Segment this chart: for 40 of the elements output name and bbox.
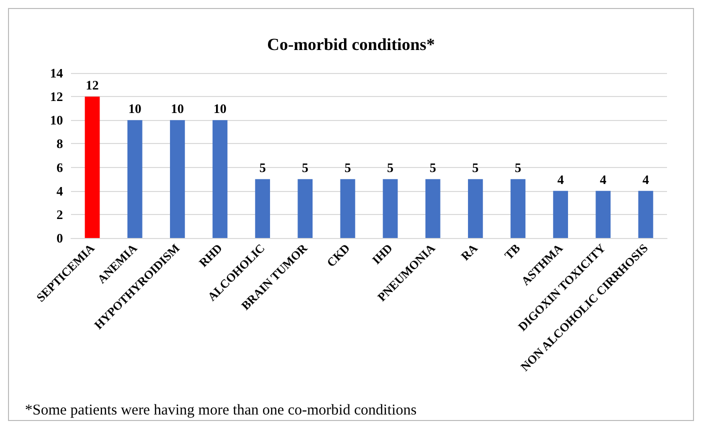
data-label: 5 [387,160,394,176]
bar [340,179,356,238]
y-tick-label: 6 [56,160,64,175]
bar [255,179,270,238]
y-tick-label: 14 [50,66,64,80]
data-label: 5 [344,160,352,176]
data-label: 5 [430,160,437,176]
bar [127,120,142,238]
bar [596,190,611,238]
data-label: 10 [128,101,142,116]
data-label: 4 [642,172,650,187]
data-label: 12 [86,78,99,93]
bar [84,96,100,238]
data-label: 5 [302,160,309,176]
bar [510,179,526,238]
bar [638,190,654,238]
y-tick-label: 12 [50,89,63,104]
y-tick-label: 4 [56,183,64,198]
y-tick-label: 2 [56,206,63,222]
text: *Some patients were having more than one co-morbid conditions [25,402,417,418]
data-label: 5 [472,160,480,176]
x-tick-label: RA [458,240,481,264]
bar [298,179,313,238]
bar [425,179,440,238]
bar [382,179,398,238]
data-label: 5 [259,160,266,176]
bar [468,179,483,238]
chart-title: Co-morbid conditions* [267,35,435,54]
y-tick-label: 10 [50,112,63,128]
bar [212,120,228,238]
bar [553,190,568,238]
data-label: 10 [214,101,226,116]
data-label: 4 [600,172,607,187]
bar [170,120,185,238]
x-tick-label: TB [502,241,523,262]
y-tick-label: 0 [56,230,63,246]
data-label: 5 [514,160,522,176]
data-label: 4 [557,172,564,187]
y-tick-label: 8 [56,136,64,152]
data-label: 10 [170,101,184,116]
